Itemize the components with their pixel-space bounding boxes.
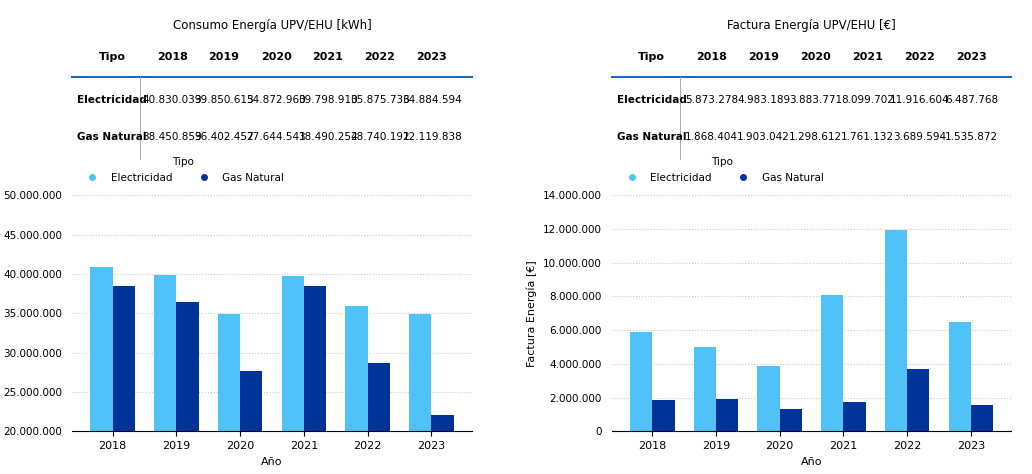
Bar [218, 314, 240, 474]
Text: 36.402.457: 36.402.457 [194, 132, 254, 142]
Text: 2021: 2021 [852, 52, 883, 62]
Bar [757, 366, 780, 431]
Text: 34.884.594: 34.884.594 [402, 95, 461, 105]
Text: Electricidad: Electricidad [617, 95, 686, 105]
Bar [154, 275, 176, 474]
Text: 2019: 2019 [748, 52, 779, 62]
Text: 2018: 2018 [697, 52, 728, 62]
Text: 38.450.859: 38.450.859 [142, 132, 202, 142]
Text: Electricidad: Electricidad [77, 95, 148, 105]
Text: 11.916.604: 11.916.604 [890, 95, 949, 105]
Text: 1.535.872: 1.535.872 [945, 132, 998, 142]
Text: 2020: 2020 [800, 52, 831, 62]
Bar [346, 306, 367, 474]
Text: 2022: 2022 [904, 52, 935, 62]
Legend: Electricidad, Gas Natural: Electricidad, Gas Natural [77, 153, 288, 187]
Text: 2019: 2019 [208, 52, 239, 62]
Bar [303, 286, 326, 474]
Text: 1.903.042: 1.903.042 [737, 132, 791, 142]
Text: Gas Natural: Gas Natural [77, 132, 147, 142]
Text: 40.830.039: 40.830.039 [142, 95, 202, 105]
X-axis label: Año: Año [801, 456, 823, 466]
Bar [694, 347, 716, 431]
Text: 28.740.191: 28.740.191 [350, 132, 410, 142]
Bar [716, 399, 738, 431]
Text: 2020: 2020 [261, 52, 291, 62]
Bar [431, 415, 454, 474]
Bar [91, 267, 112, 474]
Bar [843, 401, 866, 431]
Text: 4.983.189: 4.983.189 [737, 95, 791, 105]
Text: Tipo: Tipo [638, 52, 666, 62]
Bar [176, 302, 199, 474]
Bar [907, 369, 930, 431]
X-axis label: Año: Año [261, 456, 283, 466]
Text: 3.689.594: 3.689.594 [893, 132, 946, 142]
Bar [971, 405, 993, 431]
Bar [652, 400, 675, 431]
Bar [630, 332, 652, 431]
Text: 2018: 2018 [157, 52, 188, 62]
Bar [112, 286, 135, 474]
Text: 3.883.771: 3.883.771 [789, 95, 842, 105]
Bar [821, 295, 843, 431]
Text: 1.761.132: 1.761.132 [841, 132, 894, 142]
Text: 2023: 2023 [417, 52, 447, 62]
Text: Factura Energía UPV/EHU [€]: Factura Energía UPV/EHU [€] [728, 19, 896, 32]
Text: 8.099.702: 8.099.702 [841, 95, 894, 105]
Bar [282, 275, 303, 474]
Text: 5.873.278: 5.873.278 [685, 95, 738, 105]
Text: 27.644.541: 27.644.541 [247, 132, 305, 142]
Text: Gas Natural: Gas Natural [617, 132, 686, 142]
Text: 34.872.960: 34.872.960 [247, 95, 305, 105]
Bar [409, 314, 431, 474]
Bar [780, 410, 802, 431]
Text: 6.487.768: 6.487.768 [945, 95, 998, 105]
Bar [367, 363, 390, 474]
Text: 2021: 2021 [313, 52, 344, 62]
Text: 22.119.838: 22.119.838 [402, 132, 461, 142]
Y-axis label: Factura Energía [€]: Factura Energía [€] [527, 260, 538, 367]
Legend: Electricidad, Gas Natural: Electricidad, Gas Natural [617, 153, 828, 187]
Bar [884, 230, 907, 431]
Text: Tipo: Tipo [99, 52, 126, 62]
Text: 1.298.612: 1.298.612 [789, 132, 842, 142]
Text: 1.868.404: 1.868.404 [685, 132, 738, 142]
Text: 38.490.254: 38.490.254 [298, 132, 358, 142]
Bar [240, 371, 262, 474]
Text: 39.798.910: 39.798.910 [298, 95, 358, 105]
Text: 39.850.615: 39.850.615 [194, 95, 254, 105]
Text: 2022: 2022 [364, 52, 395, 62]
Text: 35.875.736: 35.875.736 [350, 95, 410, 105]
Text: Consumo Energía UPV/EHU [kWh]: Consumo Energía UPV/EHU [kWh] [172, 19, 372, 32]
Text: 2023: 2023 [956, 52, 987, 62]
Bar [948, 322, 971, 431]
